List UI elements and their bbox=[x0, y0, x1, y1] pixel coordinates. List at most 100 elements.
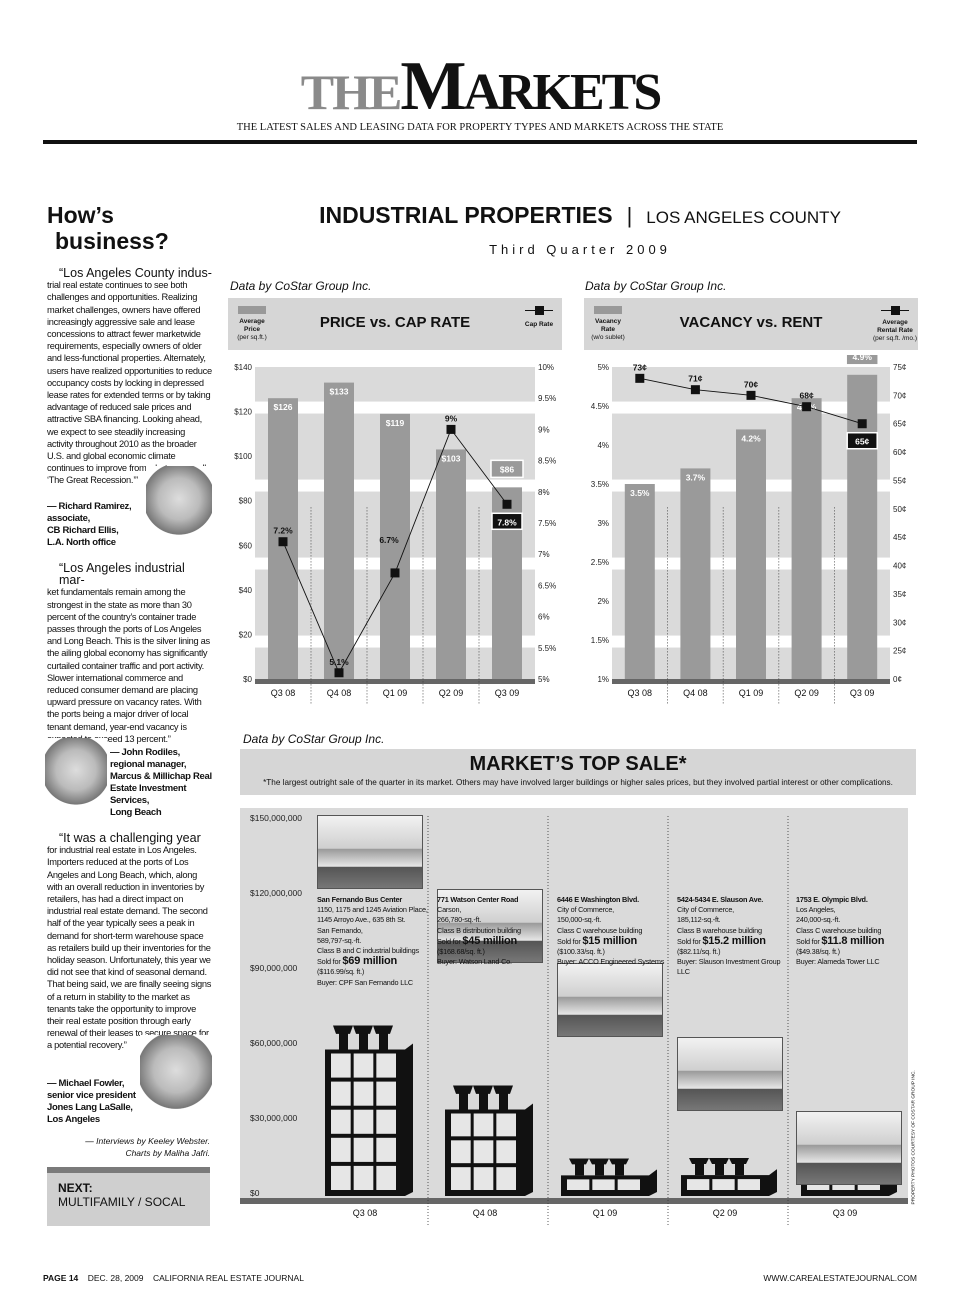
y2-tick-label: 8% bbox=[538, 488, 550, 497]
quote-rodiles: “Los Angeles industrial mar- ket fundame… bbox=[47, 562, 212, 745]
property-detail: Class B distribution building bbox=[437, 925, 521, 935]
quote-body: trial real estate continues to see both … bbox=[47, 280, 212, 486]
line-point bbox=[278, 537, 288, 547]
y-tick-label: $0 bbox=[243, 675, 252, 684]
property-name: 5424-5434 E. Slauson Ave. bbox=[677, 895, 764, 904]
attribution-line: CB Richard Ellis, bbox=[47, 525, 119, 536]
legend-label: Average bbox=[882, 319, 908, 326]
bar bbox=[680, 468, 711, 679]
sold-for-label: Sold for bbox=[796, 936, 820, 946]
property-detail: Class C warehouse building bbox=[796, 925, 882, 935]
sale-price: $45 million bbox=[462, 934, 518, 947]
y2-tick-label: 60¢ bbox=[893, 448, 906, 457]
buyer: Buyer: Watson Land Co. bbox=[437, 957, 512, 967]
property-type: INDUSTRIAL PROPERTIES bbox=[319, 202, 613, 228]
bar-value-label: $86 bbox=[500, 464, 514, 474]
bar bbox=[624, 484, 655, 679]
property-detail: Class B warehouse building bbox=[677, 925, 762, 935]
property-detail: 266,780-sq.-ft. bbox=[437, 915, 482, 925]
price-per-sqft: ($82.11/sq. ft.) bbox=[677, 947, 721, 957]
attribution-line: Los Angeles bbox=[47, 1114, 100, 1125]
property-name: 6446 E Washington Blvd. bbox=[557, 895, 639, 904]
y2-tick-label: 40¢ bbox=[893, 562, 906, 571]
line-value-label: 73¢ bbox=[633, 362, 647, 372]
portrait-john-rodiles bbox=[45, 738, 107, 818]
website-link[interactable]: WWW.CAREALESTATEJOURNAL.COM bbox=[763, 1273, 917, 1283]
y-tick-label: $40 bbox=[239, 586, 253, 595]
property-photo bbox=[317, 815, 423, 889]
building-icon bbox=[681, 1158, 777, 1196]
legend-line-swatch bbox=[881, 306, 909, 315]
attribution-line: — Richard Ramirez, bbox=[47, 501, 132, 512]
y2-tick-label: 45¢ bbox=[893, 533, 906, 542]
baseline bbox=[240, 1198, 908, 1204]
line-value-label: 7.2% bbox=[273, 526, 293, 536]
line-value-label: 9% bbox=[445, 413, 458, 423]
y-tick-label: $0 bbox=[250, 1188, 260, 1198]
x-tick-label: Q2 09 bbox=[794, 688, 819, 698]
x-tick-label: Q3 09 bbox=[495, 688, 520, 698]
attribution-line: Long Beach bbox=[110, 807, 162, 818]
attribution-line: Jones Lang LaSalle, bbox=[47, 1102, 133, 1113]
attribution-line: senior vice president bbox=[47, 1090, 136, 1101]
legend-line: Cap Rate bbox=[522, 306, 556, 329]
property-detail: Class B and C industrial buildings bbox=[317, 946, 419, 956]
chart-source: Data by CoStar Group Inc. bbox=[243, 732, 385, 746]
logo-m: M bbox=[400, 48, 466, 125]
bar bbox=[436, 449, 466, 679]
price-per-sqft: ($49.38/sq. ft.) bbox=[796, 947, 840, 957]
x-tick-label: Q3 09 bbox=[850, 688, 875, 698]
line-point bbox=[802, 402, 812, 412]
legend-label: Cap Rate bbox=[524, 321, 554, 328]
chart-header-vacancy: VACANCY vs. RENT Vacancy Rate (w/o suble… bbox=[584, 298, 918, 350]
sold-for-label: Sold for bbox=[437, 936, 461, 946]
photo-credit-text: PROPERTY PHOTOS COURTESY OF COSTAR GROUP… bbox=[911, 1070, 917, 1205]
chart-title: MARKET’S TOP SALE* bbox=[469, 753, 687, 775]
chart-header-price: PRICE vs. CAP RATE Average Price (per sq… bbox=[228, 298, 562, 350]
buyer: Buyer: Alameda Tower LLC bbox=[796, 957, 880, 967]
property-name: 771 Watson Center Road bbox=[437, 895, 519, 904]
bar bbox=[736, 429, 766, 679]
y2-tick-label: 30¢ bbox=[893, 618, 906, 627]
charts-credit: Charts by Maliha Jafri. bbox=[125, 1148, 210, 1158]
y2-tick-label: 5% bbox=[538, 675, 550, 684]
quote-body: for industrial real estate in Los Angele… bbox=[47, 845, 212, 1051]
y2-tick-label: 6.5% bbox=[538, 581, 556, 590]
line-point bbox=[635, 373, 645, 383]
y-tick-label: $120,000,000 bbox=[250, 888, 302, 898]
sold-for-label: Sold for bbox=[677, 936, 701, 946]
building-icon bbox=[445, 1085, 533, 1196]
property-detail: San Fernando, bbox=[317, 925, 363, 935]
attribution-line: regional manager, bbox=[110, 759, 187, 770]
publication-name: CALIFORNIA REAL ESTATE JOURNAL bbox=[152, 1273, 304, 1283]
y-tick-label: $20 bbox=[239, 630, 253, 639]
quote-attribution: — John Rodiles, regional manager, Marcus… bbox=[110, 747, 212, 819]
y-tick-label: $60,000,000 bbox=[250, 1038, 298, 1048]
attribution-line: L.A. North office bbox=[47, 537, 116, 548]
y-tick-label: $60 bbox=[239, 541, 253, 550]
property-detail: Los Angeles, bbox=[796, 905, 836, 915]
bar-value-label: $133 bbox=[330, 387, 349, 397]
bar-callout bbox=[490, 459, 524, 479]
quote-lead: “Los Angeles County indus- bbox=[59, 266, 212, 280]
y2-tick-label: 8.5% bbox=[538, 457, 556, 466]
y2-tick-label: 70¢ bbox=[893, 391, 906, 400]
line-point bbox=[857, 419, 867, 429]
legend-bar-swatch bbox=[238, 306, 266, 314]
portrait-richard-ramirez bbox=[146, 466, 212, 548]
legend-label: Average bbox=[239, 318, 265, 325]
y2-tick-label: 7% bbox=[538, 550, 550, 559]
y-tick-label: $150,000,000 bbox=[250, 813, 302, 823]
sale-price-line: Sold for $15 million bbox=[557, 935, 669, 947]
logo-arkets: ARKETS bbox=[463, 64, 662, 121]
property-detail: City of Commerce, bbox=[557, 905, 615, 915]
sale-price-line: Sold for $69 million bbox=[317, 956, 429, 967]
attribution-line: Marcus & Millichap Real bbox=[110, 771, 212, 782]
line-value-label: 71¢ bbox=[688, 374, 702, 384]
y-tick-label: 5% bbox=[597, 363, 609, 372]
legend-line-swatch bbox=[525, 306, 553, 315]
sale-details: 771 Watson Center Road Carson, 266,780-sq.… bbox=[437, 895, 549, 967]
tagline: THE LATEST SALES AND LEASING DATA FOR PR… bbox=[236, 122, 724, 133]
credits: — Interviews by Keeley Webster. Charts b… bbox=[47, 1135, 210, 1159]
chart-source: Data by CoStar Group Inc. bbox=[230, 279, 372, 293]
